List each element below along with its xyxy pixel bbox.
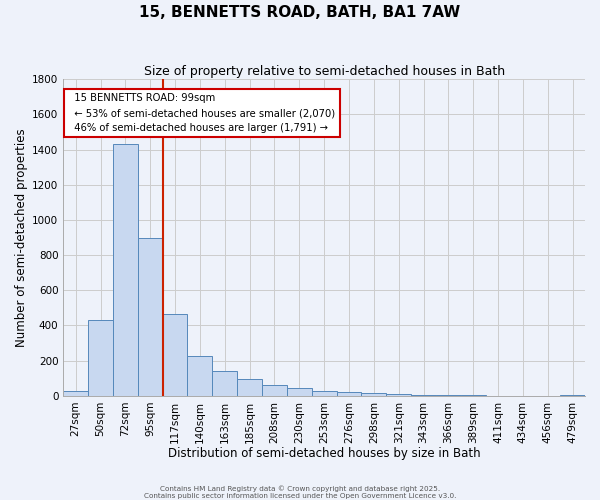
- Bar: [287, 388, 312, 396]
- Bar: [386, 394, 411, 396]
- Bar: [237, 379, 262, 396]
- Bar: [361, 393, 386, 396]
- Title: Size of property relative to semi-detached houses in Bath: Size of property relative to semi-detach…: [143, 65, 505, 78]
- Bar: [138, 238, 163, 396]
- Text: 15 BENNETTS ROAD: 99sqm
  ← 53% of semi-detached houses are smaller (2,070)
  46: 15 BENNETTS ROAD: 99sqm ← 53% of semi-de…: [68, 94, 335, 133]
- Bar: [262, 386, 287, 396]
- Bar: [312, 390, 337, 396]
- Bar: [560, 395, 585, 396]
- Bar: [187, 356, 212, 396]
- Bar: [411, 395, 436, 396]
- Bar: [63, 390, 88, 396]
- Bar: [88, 320, 113, 396]
- Bar: [337, 392, 361, 396]
- X-axis label: Distribution of semi-detached houses by size in Bath: Distribution of semi-detached houses by …: [168, 447, 481, 460]
- Bar: [113, 144, 138, 396]
- Bar: [212, 371, 237, 396]
- Text: Contains HM Land Registry data © Crown copyright and database right 2025.
Contai: Contains HM Land Registry data © Crown c…: [144, 486, 456, 499]
- Text: 15, BENNETTS ROAD, BATH, BA1 7AW: 15, BENNETTS ROAD, BATH, BA1 7AW: [139, 5, 461, 20]
- Y-axis label: Number of semi-detached properties: Number of semi-detached properties: [15, 128, 28, 347]
- Bar: [163, 314, 187, 396]
